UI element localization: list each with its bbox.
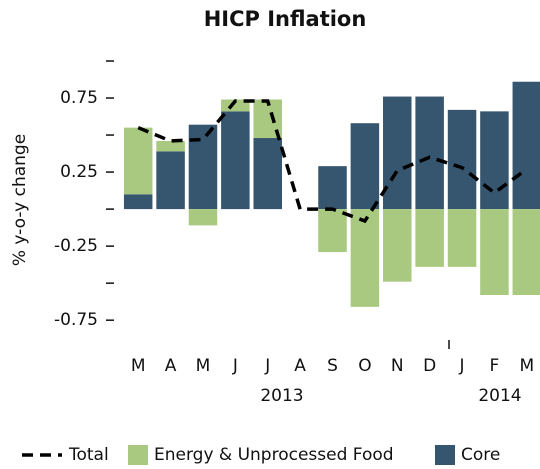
bar (156, 151, 185, 210)
legend-swatch (435, 445, 455, 465)
bar (253, 138, 282, 210)
bar (480, 111, 509, 210)
x-tick-label: N (391, 356, 404, 376)
bar (221, 111, 250, 210)
bar (415, 96, 444, 210)
bar (480, 209, 509, 296)
bar (447, 209, 477, 267)
year-label: 2014 (478, 386, 521, 406)
legend-label: Total (68, 445, 109, 465)
legend-swatch (128, 445, 148, 465)
bar (156, 140, 185, 152)
legend-label: Energy & Unprocessed Food (154, 445, 394, 465)
bar (318, 209, 347, 253)
y-tick-label: 0.25 (60, 162, 98, 182)
x-tick-label: D (423, 356, 436, 376)
bar (512, 209, 540, 296)
bar (221, 99, 250, 112)
x-tick-label: J (232, 356, 238, 376)
x-tick-label: A (165, 356, 177, 376)
x-tick-label: J (264, 356, 270, 376)
bar (447, 109, 477, 210)
bar (350, 123, 380, 210)
y-tick-label: -0.75 (54, 310, 98, 330)
bar (415, 209, 444, 267)
bar (123, 194, 153, 210)
total-line (137, 99, 528, 224)
bar (123, 127, 153, 195)
bar (188, 124, 218, 210)
x-tick-label: F (490, 356, 500, 376)
bar (383, 96, 412, 210)
y-tick-label: -0.25 (54, 236, 98, 256)
bar (350, 209, 380, 307)
y-axis-label: % y-o-y change (10, 134, 30, 266)
x-tick-label: M (196, 356, 211, 376)
chart-title: HICP Inflation (204, 7, 367, 31)
x-tick-label: A (294, 356, 306, 376)
bar (318, 166, 347, 210)
year-label: 2013 (260, 386, 303, 406)
x-tick-label: M (131, 356, 146, 376)
x-tick-label: O (358, 356, 371, 376)
bar (512, 81, 540, 210)
y-tick-label: 0.75 (60, 88, 98, 108)
x-tick-label: M (519, 356, 534, 376)
x-tick-label: J (459, 356, 465, 376)
bar (383, 209, 412, 282)
bar (188, 209, 218, 226)
legend-label: Core (461, 445, 500, 465)
x-tick-label: S (327, 356, 338, 376)
